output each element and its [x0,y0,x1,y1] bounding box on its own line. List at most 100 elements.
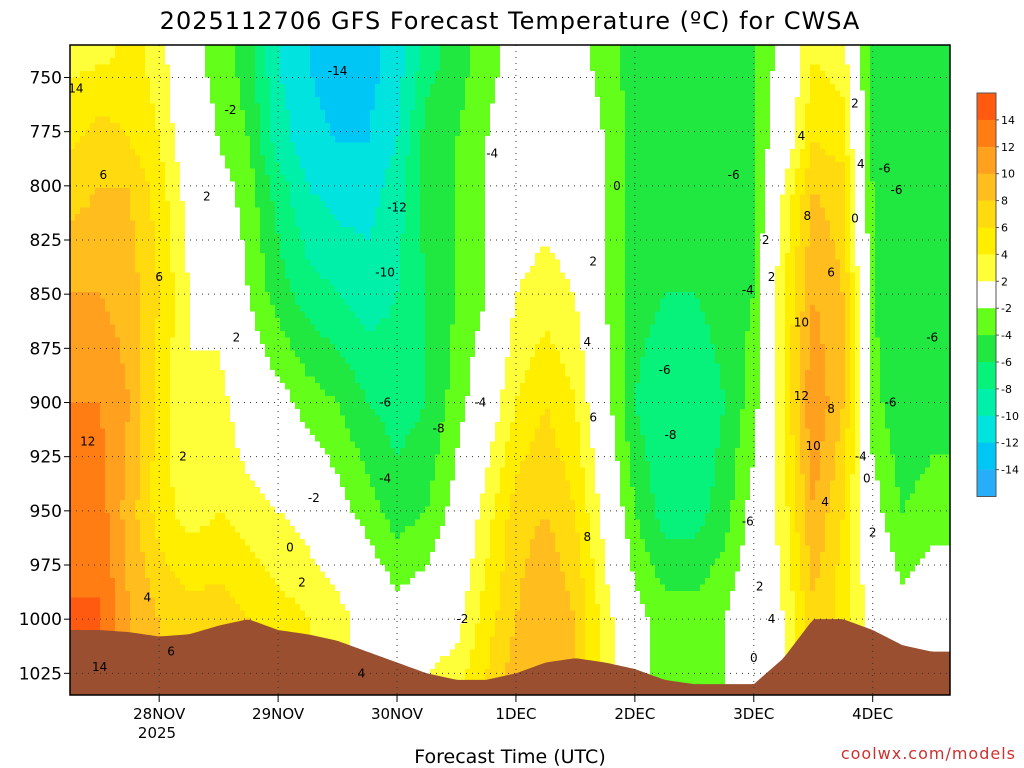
temp-cell [260,409,266,417]
temp-cell [130,77,136,85]
temp-cell [130,84,136,92]
temp-cell [175,305,181,313]
temp-cell [215,77,221,85]
temp-cell [170,162,176,170]
temp-cell [80,597,86,605]
temp-cell [285,461,291,469]
temp-cell [265,428,271,436]
temp-cell [290,617,296,625]
temp-cell [190,344,196,352]
temp-cell [115,441,121,449]
temp-cell [255,578,261,586]
temp-cell [95,123,101,131]
temp-cell [90,129,96,137]
temp-cell [125,337,131,345]
temp-cell [220,168,226,176]
temp-cell [260,474,266,482]
temp-cell [85,207,91,215]
temp-cell [190,305,196,313]
temp-cell [145,474,151,482]
temp-cell [230,305,236,313]
temp-cell [285,552,291,560]
temp-cell [115,129,121,137]
temp-cell [255,363,261,371]
temp-cell [190,123,196,131]
temp-cell [160,129,166,137]
temp-cell [80,123,86,131]
temp-cell [190,604,196,612]
temp-cell [120,246,126,254]
temp-cell [210,168,216,176]
temp-cell [120,363,126,371]
temp-cell [235,363,241,371]
temp-cell [240,526,246,534]
temp-cell [95,357,101,365]
temp-cell [185,350,191,358]
temp-cell [120,103,126,111]
temp-cell [100,396,106,404]
temp-cell [310,591,316,599]
temp-cell [115,116,121,124]
temp-cell [70,90,76,98]
temp-cell [220,487,226,495]
temp-cell [225,259,231,267]
temp-cell [280,493,286,501]
temp-cell [280,324,286,332]
temp-cell [90,188,96,196]
temp-cell [140,188,146,196]
temp-cell [315,58,321,66]
temp-cell [70,162,76,170]
temp-cell [235,350,241,358]
temp-cell [280,565,286,573]
temp-cell [190,71,196,79]
temp-cell [175,194,181,202]
temp-cell [110,246,116,254]
temp-cell [315,519,321,527]
temp-cell [195,493,201,501]
temp-cell [250,422,256,430]
temp-cell [255,331,261,339]
temp-cell [85,402,91,410]
temp-cell [220,110,226,118]
temp-cell [170,402,176,410]
temp-cell [155,409,161,417]
temp-cell [95,383,101,391]
temp-cell [80,558,86,566]
temp-cell [205,350,211,358]
temp-cell [285,305,291,313]
temp-cell [210,259,216,267]
temp-cell [260,51,266,59]
temp-cell [185,493,191,501]
temp-cell [190,506,196,514]
temp-cell [105,266,111,274]
temp-cell [80,480,86,488]
temp-cell [200,181,206,189]
temp-cell [95,292,101,300]
temp-cell [80,77,86,85]
temp-cell [245,181,251,189]
temp-cell [100,591,106,599]
temp-cell [135,350,141,358]
temp-cell [295,259,301,267]
temp-cell [235,318,241,326]
temp-cell [115,428,121,436]
temp-cell [190,552,196,560]
temp-cell [175,591,181,599]
temp-cell [110,279,116,287]
temp-cell [95,552,101,560]
temp-cell [235,175,241,183]
temp-cell [315,506,321,514]
temp-cell [160,604,166,612]
temp-cell [245,298,251,306]
temp-cell [300,428,306,436]
temp-cell [90,487,96,495]
temp-cell [95,305,101,313]
temp-cell [75,383,81,391]
temp-cell [200,571,206,579]
temp-cell [85,175,91,183]
temp-cell [265,64,271,72]
temp-cell [235,552,241,560]
temp-cell [135,298,141,306]
temp-cell [165,474,171,482]
temp-cell [140,123,146,131]
